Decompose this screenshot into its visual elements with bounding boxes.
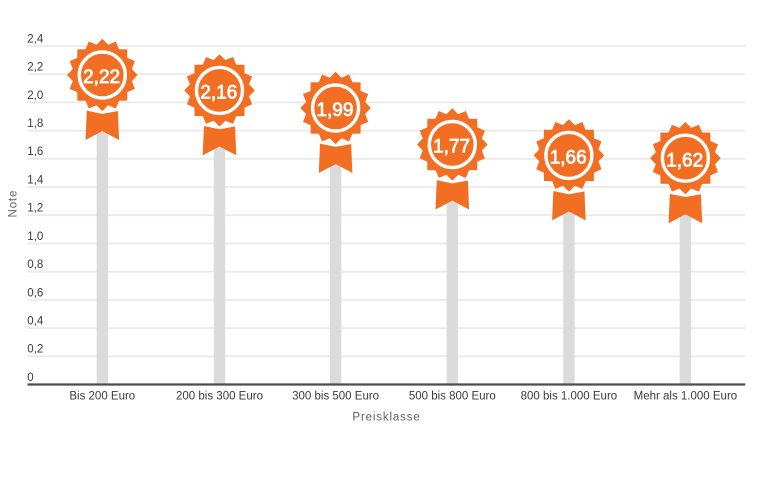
svg-text:500 bis 800 Euro: 500 bis 800 Euro (409, 390, 496, 402)
svg-text:0,8: 0,8 (27, 259, 43, 271)
svg-text:1,62: 1,62 (666, 150, 703, 171)
svg-text:1,4: 1,4 (27, 174, 44, 186)
svg-text:0,4: 0,4 (27, 316, 44, 328)
svg-text:2,16: 2,16 (200, 83, 237, 104)
svg-text:2,4: 2,4 (27, 33, 44, 45)
svg-text:1,0: 1,0 (27, 231, 43, 243)
svg-text:1,77: 1,77 (433, 137, 470, 158)
svg-text:2,22: 2,22 (83, 67, 120, 88)
svg-text:Mehr als 1.000 Euro: Mehr als 1.000 Euro (634, 390, 738, 402)
svg-text:0: 0 (27, 372, 33, 384)
svg-text:1,66: 1,66 (550, 148, 587, 169)
svg-text:0,2: 0,2 (27, 344, 43, 356)
svg-text:1,99: 1,99 (316, 100, 353, 121)
svg-text:Preisklasse: Preisklasse (352, 411, 420, 423)
svg-text:2,0: 2,0 (27, 90, 43, 102)
svg-text:1,2: 1,2 (27, 203, 43, 215)
svg-text:800 bis 1.000 Euro: 800 bis 1.000 Euro (521, 390, 618, 402)
svg-text:Note: Note (8, 190, 20, 218)
svg-text:Bis 200 Euro: Bis 200 Euro (69, 390, 135, 402)
svg-text:300 bis 500 Euro: 300 bis 500 Euro (292, 390, 379, 402)
svg-text:200 bis 300 Euro: 200 bis 300 Euro (176, 390, 263, 402)
svg-text:0,6: 0,6 (27, 287, 43, 299)
svg-text:1,8: 1,8 (27, 118, 43, 130)
svg-text:2,2: 2,2 (27, 62, 43, 74)
svg-text:1,6: 1,6 (27, 146, 43, 158)
